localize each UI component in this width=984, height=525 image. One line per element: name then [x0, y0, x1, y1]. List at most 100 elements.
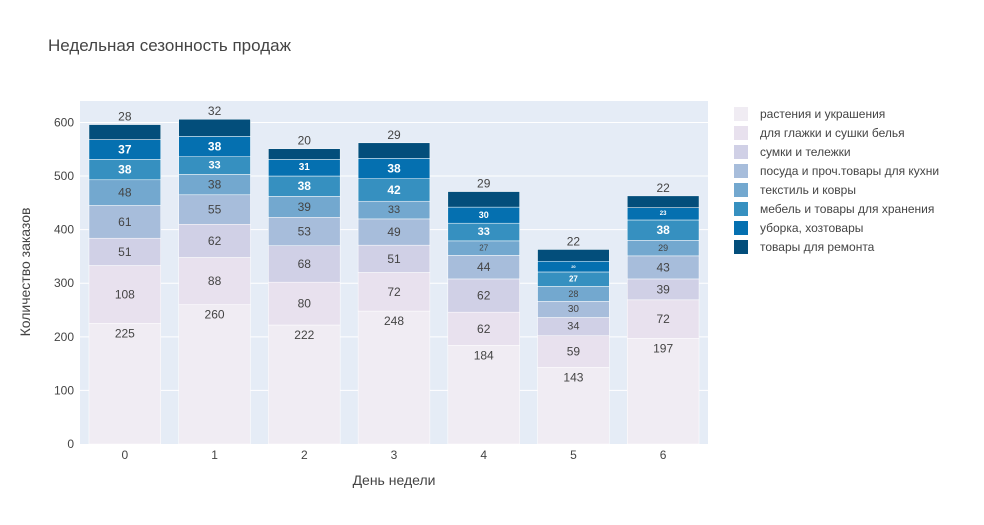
y-tick-label: 400: [54, 223, 74, 237]
bar-segment: [178, 118, 251, 137]
legend-swatch: [734, 145, 748, 159]
bar-segment: [537, 335, 610, 368]
segment-value-label: 62: [477, 289, 491, 303]
segment-value-label: 28: [568, 289, 578, 299]
segment-value-label: 62: [477, 322, 491, 336]
segment-value-label: 33: [208, 160, 220, 172]
segment-value-label: 248: [384, 314, 404, 328]
bar-segment: [88, 323, 161, 445]
x-tick-label: 1: [211, 448, 218, 462]
segment-value-label: 39: [298, 200, 312, 214]
bar-segment: [447, 191, 520, 208]
x-axis-title: День недели: [353, 472, 436, 488]
bar-segment: [268, 148, 341, 160]
segment-value-label: 38: [208, 178, 222, 192]
bar-segment: [178, 194, 251, 225]
bar-segment: [178, 304, 251, 445]
legend-entry: уборка, хозтовары: [760, 221, 863, 235]
bar-segment: [447, 311, 520, 346]
y-tick-label: 200: [54, 330, 74, 344]
bar-segment: [447, 345, 520, 445]
segment-value-label: 32: [208, 104, 222, 118]
segment-value-label: 225: [115, 326, 135, 340]
segment-value-label: 30: [479, 210, 489, 220]
segment-labels: 225 108 51 61 48 38 37 28 260 88 62 55 38 33 38 32 222 80…: [115, 104, 674, 384]
segment-value-label: 68: [298, 257, 312, 271]
bar-segment: [357, 310, 431, 445]
segment-value-label: 23: [660, 211, 667, 217]
x-tick-label: 4: [480, 448, 487, 462]
y-tick-label: 300: [54, 276, 74, 290]
segment-value-label: 42: [387, 183, 401, 197]
x-tick-label: 5: [570, 448, 577, 462]
segment-value-label: 29: [658, 243, 668, 253]
bar-segment: [268, 324, 341, 445]
segment-value-label: 62: [208, 234, 222, 248]
bar-segment: [268, 245, 341, 283]
segment-value-label: 108: [115, 287, 135, 301]
segment-value-label: 72: [387, 285, 401, 299]
legend-swatch: [734, 183, 748, 197]
bar-segment: [447, 278, 520, 313]
legend-swatch: [734, 240, 748, 254]
x-tick-labels: 0 1 2 3 4 5 6: [122, 448, 667, 462]
segment-value-label: 22: [656, 181, 670, 195]
y-tick-label: 0: [67, 437, 74, 451]
legend-swatch: [734, 221, 748, 235]
segment-value-label: 51: [387, 252, 401, 266]
bar-segment: [537, 249, 610, 262]
segment-value-label: 29: [387, 128, 401, 142]
bar-segment: [88, 124, 161, 140]
segment-value-label: 20: [571, 264, 576, 269]
bar-segment: [357, 142, 431, 159]
bar-segment: [268, 281, 341, 326]
segment-value-label: 39: [656, 282, 670, 296]
segment-value-label: 59: [567, 345, 581, 359]
segment-value-label: 49: [387, 225, 401, 239]
bar-segment: [88, 237, 161, 266]
y-tick-label: 600: [54, 115, 74, 129]
y-tick-label: 500: [54, 169, 74, 183]
legend: растения и украшения для глажки и сушки б…: [734, 107, 939, 254]
segment-value-label: 30: [568, 304, 580, 315]
bar-segment: [88, 179, 161, 206]
segment-value-label: 44: [477, 260, 491, 274]
bar-segment: [357, 218, 431, 246]
bar-segment: [88, 205, 161, 239]
x-tick-label: 6: [660, 448, 667, 462]
bar-segment: [627, 195, 700, 208]
x-tick-label: 0: [122, 448, 129, 462]
segment-value-label: 53: [298, 225, 312, 239]
bar-segment: [88, 265, 161, 324]
segment-value-label: 33: [478, 226, 490, 238]
bar-segment: [537, 367, 610, 445]
segment-value-label: 22: [567, 234, 581, 248]
segment-value-label: 33: [388, 204, 400, 216]
segment-value-label: 72: [656, 312, 670, 326]
legend-entry: товары для ремонта: [760, 240, 875, 254]
bar-segment: [178, 257, 251, 305]
segment-value-label: 37: [118, 143, 132, 157]
legend-entry: текстиль и ковры: [760, 183, 856, 197]
y-axis-title: Количество заказов: [17, 208, 33, 337]
segment-value-label: 61: [118, 215, 132, 229]
x-tick-label: 3: [391, 448, 398, 462]
y-tick-label: 100: [54, 383, 74, 397]
segment-value-label: 80: [298, 297, 312, 311]
segment-value-label: 29: [477, 177, 491, 191]
bar-segment: [357, 272, 431, 312]
legend-entry: мебель и товары для хранения: [760, 202, 934, 216]
segment-value-label: 38: [118, 163, 132, 177]
legend-entry: посуда и проч.товары для кухни: [760, 164, 939, 178]
segment-value-label: 20: [298, 134, 312, 148]
segment-value-label: 38: [656, 223, 670, 237]
segment-value-label: 55: [208, 203, 222, 217]
segment-value-label: 48: [118, 186, 132, 200]
segment-value-label: 43: [656, 260, 670, 274]
legend-swatch: [734, 164, 748, 178]
y-tick-labels: 0 100 200 300 400 500 600: [54, 115, 74, 451]
segment-value-label: 38: [298, 179, 312, 193]
legend-entry: для глажки и сушки белья: [760, 126, 905, 140]
segment-value-label: 38: [387, 162, 401, 176]
segment-value-label: 222: [294, 328, 314, 342]
